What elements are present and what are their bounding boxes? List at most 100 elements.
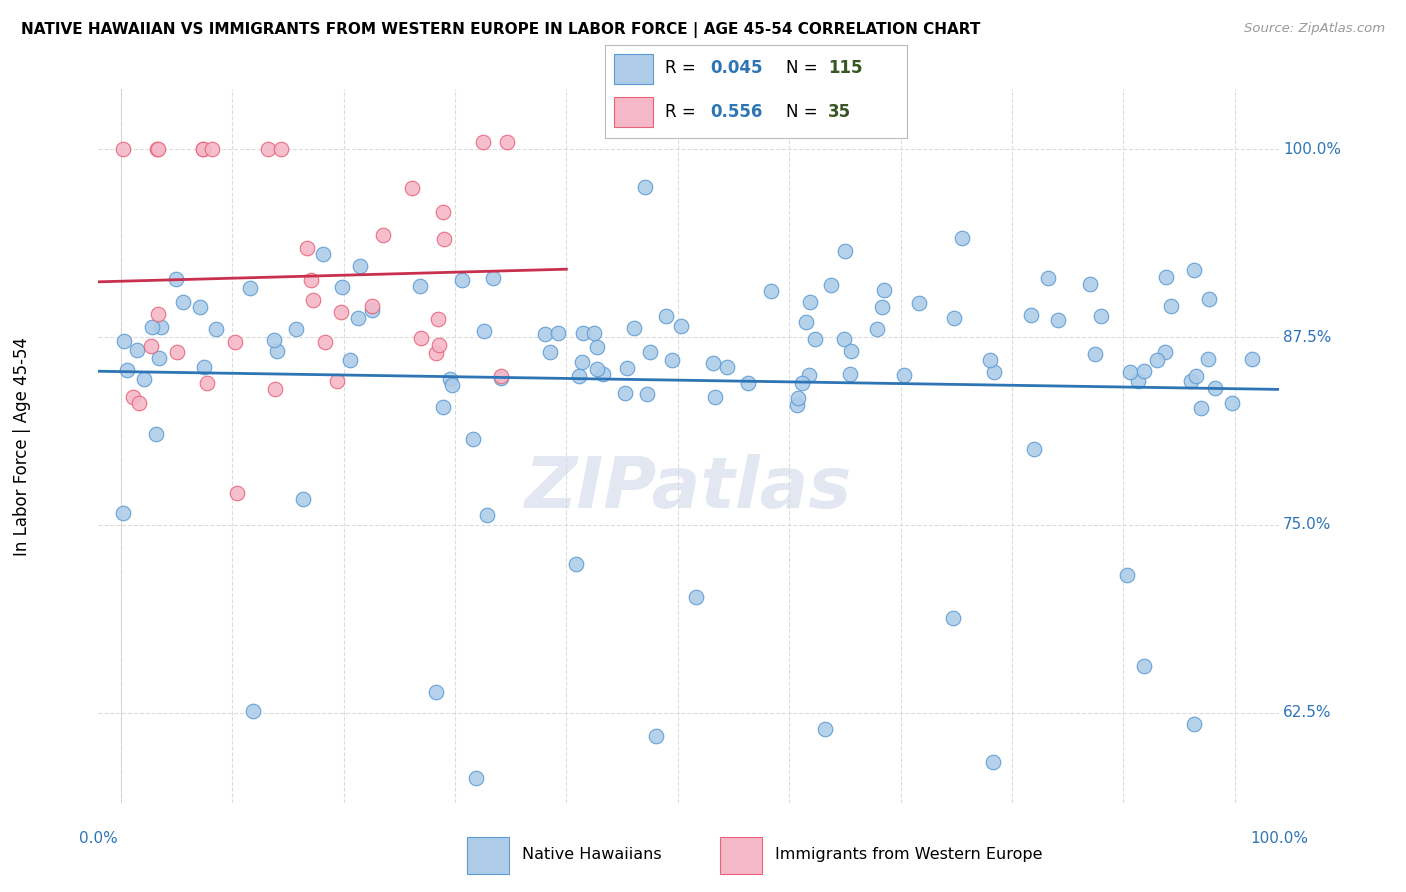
Point xyxy=(655,309,678,323)
Point xyxy=(433,232,456,246)
Point xyxy=(425,346,447,360)
Point xyxy=(270,142,292,156)
Point xyxy=(804,332,827,346)
Point xyxy=(1126,374,1149,388)
Point xyxy=(145,426,167,441)
Point xyxy=(112,142,135,156)
Bar xyxy=(613,54,652,84)
Point xyxy=(295,241,318,255)
Point xyxy=(346,310,368,325)
Text: 87.5%: 87.5% xyxy=(1284,329,1331,344)
Point xyxy=(425,685,447,699)
Text: ZIPatlas: ZIPatlas xyxy=(526,454,852,524)
Text: 100.0%: 100.0% xyxy=(1284,142,1341,157)
Point xyxy=(225,485,247,500)
Point xyxy=(1180,375,1202,389)
Point xyxy=(814,722,837,736)
Point xyxy=(873,283,896,297)
Point xyxy=(623,320,645,334)
Point xyxy=(1182,263,1205,277)
Point xyxy=(1146,353,1168,368)
Point xyxy=(866,322,889,336)
Point xyxy=(112,506,135,520)
Point xyxy=(432,205,454,219)
Point xyxy=(477,508,499,522)
Text: R =: R = xyxy=(665,103,702,121)
Text: NATIVE HAWAIIAN VS IMMIGRANTS FROM WESTERN EUROPE IN LABOR FORCE | AGE 45-54 COR: NATIVE HAWAIIAN VS IMMIGRANTS FROM WESTE… xyxy=(21,22,980,38)
Text: 115: 115 xyxy=(828,59,863,77)
Text: 62.5%: 62.5% xyxy=(1284,706,1331,720)
Point xyxy=(339,353,361,368)
Point xyxy=(1047,312,1070,326)
Point xyxy=(950,231,973,245)
Point xyxy=(326,375,349,389)
Point xyxy=(908,296,931,310)
Text: N =: N = xyxy=(786,103,823,121)
Point xyxy=(1154,269,1177,284)
Point xyxy=(582,326,605,341)
Point xyxy=(567,368,589,383)
Point xyxy=(134,372,156,386)
Point xyxy=(636,387,658,401)
Point xyxy=(193,359,215,374)
Point xyxy=(489,369,512,384)
Point xyxy=(472,324,495,338)
Point xyxy=(586,340,609,354)
Point xyxy=(128,396,150,410)
Point xyxy=(870,301,893,315)
Point xyxy=(201,142,224,156)
Point xyxy=(172,295,194,310)
Point xyxy=(534,327,557,342)
Point xyxy=(263,333,285,347)
Bar xyxy=(467,838,509,874)
Point xyxy=(786,392,808,406)
Point xyxy=(149,319,172,334)
Text: Immigrants from Western Europe: Immigrants from Western Europe xyxy=(775,847,1042,862)
Point xyxy=(188,300,211,314)
Point xyxy=(792,376,814,390)
Point xyxy=(440,378,463,392)
Point xyxy=(669,319,692,334)
Point xyxy=(834,244,856,259)
Point xyxy=(685,590,707,604)
Point xyxy=(702,356,724,370)
Point xyxy=(496,135,519,149)
Point xyxy=(786,398,808,412)
Point xyxy=(349,259,371,273)
Text: 35: 35 xyxy=(828,103,852,121)
Point xyxy=(1019,308,1042,322)
Bar xyxy=(720,838,762,874)
Point xyxy=(360,303,382,318)
Point xyxy=(1119,365,1142,379)
Point xyxy=(432,400,454,414)
Point xyxy=(409,331,432,345)
Text: 0.556: 0.556 xyxy=(710,103,763,121)
Point xyxy=(983,365,1005,379)
Point xyxy=(592,367,614,381)
Point xyxy=(796,315,818,329)
Text: Native Hawaiians: Native Hawaiians xyxy=(522,847,661,862)
Point xyxy=(148,307,170,321)
Point xyxy=(299,273,322,287)
Point xyxy=(472,135,495,149)
Point xyxy=(464,771,486,785)
Point xyxy=(761,284,783,298)
Point xyxy=(450,273,472,287)
Text: N =: N = xyxy=(786,59,823,77)
Point xyxy=(979,353,1001,368)
Point xyxy=(242,704,264,718)
Point xyxy=(284,322,307,336)
Point xyxy=(146,142,169,156)
Point xyxy=(942,311,965,326)
Point xyxy=(820,278,842,293)
Point xyxy=(572,326,595,340)
Point xyxy=(1198,292,1220,306)
Point xyxy=(165,271,187,285)
Point xyxy=(981,755,1004,769)
Point xyxy=(1084,347,1107,361)
Point xyxy=(942,610,965,624)
Point xyxy=(839,367,862,381)
Point xyxy=(1189,401,1212,416)
Bar xyxy=(613,97,652,127)
Point xyxy=(146,142,169,156)
